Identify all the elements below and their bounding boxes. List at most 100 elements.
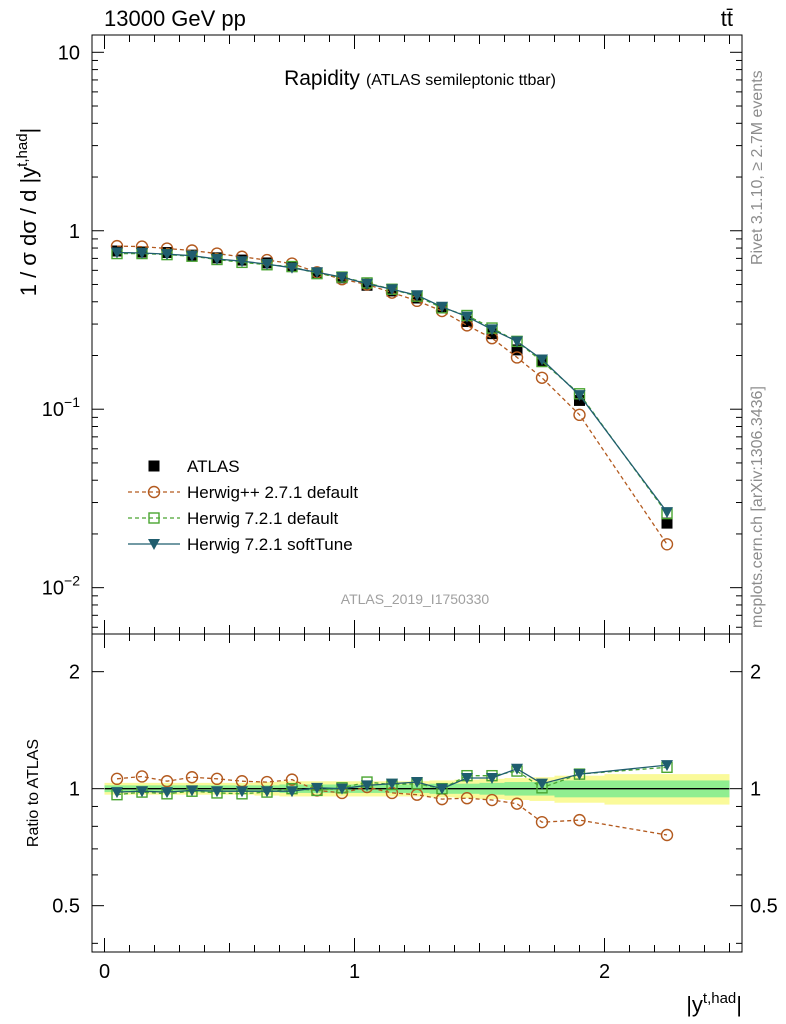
ratio-plot-panel: 2 2 1 1 0.5 0.5 0 1 2 Ratio to ATLAS |yt,had| — [25, 633, 778, 1017]
analysis-id: ATLAS_2019_I1750330 — [341, 591, 490, 607]
legend-label: Herwig++ 2.7.1 default — [187, 483, 358, 502]
ratio-y-tick-label-right: 2 — [750, 662, 761, 684]
y-axis-label-sup: t,had — [14, 133, 31, 166]
series-herwig-7-2-1-softtune-point — [536, 354, 548, 366]
legend-label: Herwig 7.2.1 softTune — [187, 535, 353, 554]
series-herwig-2-7-1-default-point — [485, 793, 499, 807]
series-atlas-point — [511, 344, 523, 356]
y-tick-label-base: 10 — [42, 399, 64, 421]
y-tick-label-base: 10 — [58, 42, 80, 64]
series-herwig-2-7-1-default-point — [660, 828, 674, 842]
legend-marker — [148, 512, 160, 524]
series-herwig-2-7-1-default-point — [510, 351, 524, 364]
series-atlas-point — [661, 517, 673, 529]
plot-title: Rapidity (ATLAS semileptonic ttbar) — [284, 67, 556, 90]
x-axis-label: |yt,had| — [686, 990, 742, 1017]
x-axis-label-main: |y — [686, 992, 703, 1017]
series-herwig-7-2-1-softtune-point — [161, 249, 173, 261]
series-herwig-7-2-1-softtune-point — [486, 773, 498, 785]
series-herwig-7-2-1-softtune-point — [436, 783, 448, 795]
ratio-y-tick-label: 2 — [69, 662, 80, 684]
process-label: tt̄ — [721, 6, 733, 31]
series-herwig-2-7-1-default-point — [510, 797, 524, 810]
plot-title-main: Rapidity — [284, 67, 360, 90]
series-herwig-2-7-1-default-point — [535, 371, 549, 384]
series-herwig-7-2-1-softtune-point — [511, 763, 523, 775]
y-axis-label-close: | — [16, 128, 41, 134]
series-herwig-7-2-1-softtune-point — [411, 290, 423, 302]
legend-marker — [148, 460, 160, 472]
series-herwig-7-2-1-softtune-point — [661, 760, 673, 772]
series-herwig-2-7-1-default-point — [110, 772, 124, 786]
series-herwig-7-2-1-softtune-point — [186, 250, 198, 262]
series-herwig-7-2-1-softtune-point — [136, 786, 148, 798]
series-herwig-7-2-1-softtune-point — [286, 786, 298, 798]
series-herwig-2-7-1-default-point — [573, 408, 586, 422]
y-tick-label-exp: −1 — [64, 394, 80, 410]
y-tick-label: 1 — [69, 221, 80, 243]
series-herwig-2-7-1-default-point — [460, 792, 474, 805]
series-herwig-7-2-1-softtune-point — [311, 267, 323, 279]
series-herwig-7-2-1-default-line — [116, 766, 668, 796]
series-herwig-7-2-1-softtune-point — [186, 785, 198, 797]
series-herwig-7-2-1-softtune-point — [573, 769, 586, 781]
x-tick-label: 2 — [599, 961, 610, 983]
legend: ATLAS Herwig++ 2.7.1 default Herwig 7.2.1 … — [128, 457, 358, 554]
x-tick-label: 0 — [99, 961, 110, 983]
series-herwig-7-2-1-softtune-point — [111, 247, 123, 259]
series-herwig-2-7-1-default-point — [535, 815, 549, 829]
series-herwig-7-2-1-softtune-point — [336, 783, 348, 795]
series-herwig-2-7-1-default-line — [116, 775, 668, 836]
series-herwig-7-2-1-softtune-point — [573, 390, 586, 402]
series-herwig-2-7-1-default-point — [135, 770, 149, 783]
series-herwig-7-2-1-softtune-point — [461, 773, 473, 785]
series-herwig-2-7-1-default-point — [660, 538, 674, 551]
series-herwig-2-7-1-default-point — [160, 775, 174, 788]
legend-label: Herwig 7.2.1 default — [187, 509, 338, 528]
series-herwig-7-2-1-softtune-point — [461, 311, 473, 323]
y-tick-label-exp: −2 — [64, 573, 80, 589]
series-herwig-7-2-1-softtune-point — [511, 336, 523, 348]
series-herwig-7-2-1-softtune-point — [211, 786, 223, 798]
x-axis-label-close: | — [736, 992, 742, 1017]
ratio-y-tick-label-right: 1 — [750, 779, 761, 801]
series-herwig-7-2-1-softtune-point — [236, 256, 248, 268]
y-tick-label-base: 1 — [69, 221, 80, 243]
series-herwig-7-2-1-softtune-point — [286, 262, 298, 274]
series-herwig-2-7-1-default-point — [573, 813, 586, 827]
series-herwig-7-2-1-softtune-point — [311, 782, 323, 794]
y-axis-label-main: 1 / σ dσ / d |y — [16, 167, 41, 296]
ratio-plot-frame — [91, 633, 743, 953]
energy-label: 13000 GeV pp — [104, 6, 246, 31]
ratio-y-tick-label: 0.5 — [52, 896, 80, 918]
series-herwig-2-7-1-default-point — [285, 773, 299, 786]
series-herwig-7-2-1-softtune-point — [111, 787, 123, 799]
series-herwig-7-2-1-softtune-point — [411, 777, 423, 789]
legend-marker — [148, 539, 160, 550]
series-herwig-7-2-1-softtune-point — [236, 786, 248, 798]
series-herwig-7-2-1-softtune-point — [161, 787, 173, 799]
series-herwig-2-7-1-default-point — [210, 772, 224, 786]
plot-subtitle: (ATLAS semileptonic ttbar) — [366, 72, 556, 89]
series-herwig-7-2-1-softtune-point — [361, 780, 373, 792]
source-label: mcplots.cern.ch [arXiv:1306.3436] — [749, 386, 766, 628]
x-axis-label-sup: t,had — [703, 990, 736, 1007]
series-herwig-7-2-1-softtune-point — [261, 786, 273, 798]
y-tick-label: 10−1 — [42, 394, 80, 421]
legend-marker — [147, 485, 161, 499]
y-axis-label: 1 / σ dσ / d |yt,had| — [14, 128, 41, 297]
x-tick-label: 1 — [349, 961, 360, 983]
series-herwig-7-2-1-softtune-point — [436, 301, 448, 313]
ratio-y-tick-label-right: 0.5 — [750, 896, 778, 918]
series-herwig-7-2-1-softtune-point — [136, 248, 148, 260]
labels-layer: 13000 GeV pp tt̄ Rivet 3.1.10, ≥ 2.7M ev… — [104, 6, 766, 628]
series-herwig-7-2-1-softtune-point — [661, 507, 673, 519]
series-herwig-7-2-1-softtune-point — [386, 778, 398, 790]
series-herwig-7-2-1-softtune-point — [386, 284, 398, 296]
series-herwig-7-2-1-softtune-point — [536, 778, 548, 790]
series-herwig-7-2-1-softtune-point — [361, 278, 373, 290]
y-tick-label-base: 10 — [42, 578, 64, 600]
series-herwig-7-2-1-softtune-point — [211, 253, 223, 265]
